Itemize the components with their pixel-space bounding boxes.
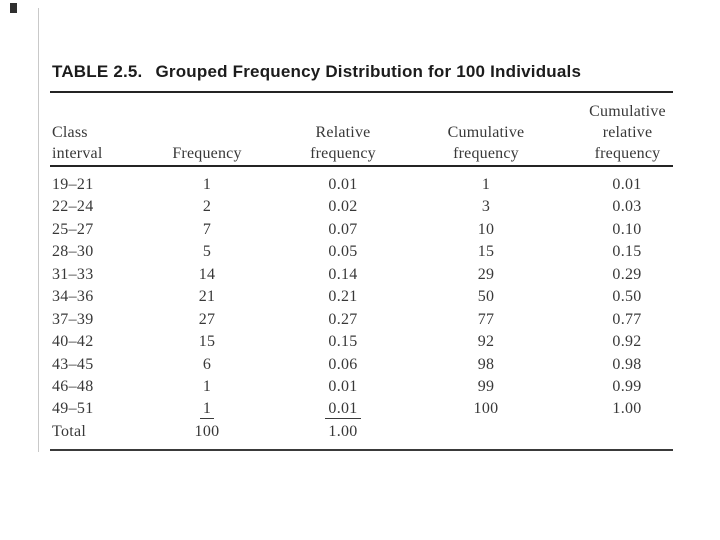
table-row: 46–48 1 0.01 99 0.99 bbox=[50, 376, 695, 398]
relative-frequency-cell: 0.01 bbox=[275, 398, 411, 420]
frequency-cell: 15 bbox=[198, 333, 216, 351]
header-line: Relative bbox=[315, 124, 371, 141]
header-line: frequency bbox=[594, 145, 661, 162]
summed-value: 1 bbox=[199, 399, 215, 420]
class-interval-cell: 28–30 bbox=[52, 243, 94, 261]
class-interval-cell: 19–21 bbox=[52, 176, 94, 193]
cumulative-frequency-cell: 100 bbox=[473, 400, 499, 418]
header-line: Cumulative bbox=[447, 124, 525, 141]
header-line: frequency bbox=[453, 145, 519, 162]
bottom-divider bbox=[50, 449, 673, 451]
header-line: relative bbox=[602, 124, 653, 141]
table-row: 31–33 14 0.14 29 0.29 bbox=[50, 264, 695, 286]
table-title-text: Grouped Frequency Distribution for 100 I… bbox=[155, 62, 582, 81]
class-interval-cell: 25–27 bbox=[52, 220, 94, 238]
relative-frequency-cell: 0.07 bbox=[328, 220, 358, 238]
table-row: 25–27 7 0.07 10 0.10 bbox=[50, 219, 695, 241]
cumulative-relative-frequency-cell: 0.92 bbox=[612, 333, 642, 351]
cumulative-relative-frequency-cell: 0.29 bbox=[612, 265, 642, 283]
table-body: 19–21 1 0.01 1 0.01 22–24 2 0.02 3 0.03 … bbox=[50, 174, 695, 443]
cumulative-relative-frequency-cell: 0.77 bbox=[612, 310, 642, 328]
cumulative-relative-frequency-cell: 0.01 bbox=[612, 176, 642, 193]
class-interval-cell: 40–42 bbox=[52, 333, 94, 351]
cumulative-relative-frequency-cell: 0.10 bbox=[612, 220, 642, 238]
header-divider bbox=[50, 165, 673, 167]
header-line: Class bbox=[52, 124, 88, 141]
frequency-cell: 27 bbox=[198, 310, 216, 328]
cumulative-frequency-cell: 92 bbox=[477, 333, 495, 351]
cumulative-relative-frequency-cell bbox=[561, 421, 693, 443]
class-interval-cell: 34–36 bbox=[52, 288, 94, 306]
relative-frequency-cell: 0.01 bbox=[328, 377, 358, 395]
cumulative-frequency-cell: 50 bbox=[477, 288, 495, 306]
class-interval-cell: 49–51 bbox=[52, 400, 94, 418]
table-row: 28–30 5 0.05 15 0.15 bbox=[50, 241, 695, 263]
cumulative-frequency-cell: 15 bbox=[477, 243, 495, 261]
page-edge-line bbox=[38, 8, 39, 452]
cumulative-relative-frequency-cell: 1.00 bbox=[612, 400, 642, 418]
frequency-cell: 5 bbox=[202, 243, 212, 261]
frequency-cell: 6 bbox=[202, 355, 212, 373]
relative-frequency-cell: 0.21 bbox=[328, 288, 358, 306]
column-header-class-interval: Class interval bbox=[52, 122, 152, 164]
cumulative-relative-frequency-cell: 0.99 bbox=[612, 377, 642, 395]
cumulative-relative-frequency-cell: 0.50 bbox=[612, 288, 642, 306]
header-line: Cumulative bbox=[589, 103, 666, 120]
cumulative-frequency-cell bbox=[411, 421, 561, 443]
title-divider bbox=[50, 91, 673, 93]
summed-value: 0.01 bbox=[325, 399, 361, 420]
class-interval-cell: Total bbox=[52, 422, 87, 440]
cumulative-frequency-cell: 77 bbox=[477, 310, 495, 328]
frequency-cell: 1 bbox=[202, 377, 212, 395]
header-line: Frequency bbox=[172, 145, 242, 162]
column-header-cumulative-relative-frequency: Cumulative relative frequency bbox=[565, 101, 690, 164]
frequency-cell: 7 bbox=[202, 220, 212, 238]
cumulative-relative-frequency-cell: 0.98 bbox=[612, 355, 642, 373]
frequency-cell: 1 bbox=[202, 176, 212, 193]
relative-frequency-cell: 0.14 bbox=[328, 265, 358, 283]
relative-frequency-cell: 0.27 bbox=[328, 310, 358, 328]
cumulative-relative-frequency-cell: 0.15 bbox=[612, 243, 642, 261]
cumulative-frequency-cell: 1 bbox=[481, 176, 491, 193]
class-interval-cell: 22–24 bbox=[52, 198, 94, 216]
relative-frequency-cell: 0.15 bbox=[328, 333, 358, 351]
table-row: 22–24 2 0.02 3 0.03 bbox=[50, 196, 695, 218]
relative-frequency-cell: 1.00 bbox=[328, 422, 358, 440]
table-row: 43–45 6 0.06 98 0.98 bbox=[50, 354, 695, 376]
table-row: 34–36 21 0.21 50 0.50 bbox=[50, 286, 695, 308]
cumulative-frequency-cell: 10 bbox=[477, 220, 495, 238]
cumulative-frequency-cell: 29 bbox=[477, 265, 495, 283]
column-header-relative-frequency: Relative frequency bbox=[291, 122, 395, 164]
cumulative-frequency-cell: 3 bbox=[481, 198, 491, 216]
table-row: 37–39 27 0.27 77 0.77 bbox=[50, 309, 695, 331]
column-header-frequency: Frequency bbox=[155, 143, 259, 164]
cumulative-frequency-cell: 98 bbox=[477, 355, 495, 373]
relative-frequency-cell: 0.01 bbox=[328, 176, 358, 193]
table-number-label: TABLE 2.5. bbox=[52, 62, 143, 81]
header-line: interval bbox=[52, 145, 103, 162]
column-header-cumulative-frequency: Cumulative frequency bbox=[434, 122, 538, 164]
table-row-total: Total 100 1.00 bbox=[50, 421, 695, 443]
frequency-cell: 21 bbox=[198, 288, 216, 306]
frequency-cell: 1 bbox=[139, 398, 275, 420]
table-row: 19–21 1 0.01 1 0.01 bbox=[50, 174, 695, 196]
relative-frequency-cell: 0.06 bbox=[328, 355, 358, 373]
frequency-cell: 100 bbox=[194, 422, 220, 440]
scan-speck bbox=[10, 3, 17, 13]
frequency-cell: 2 bbox=[202, 198, 212, 216]
relative-frequency-cell: 0.05 bbox=[328, 243, 358, 261]
header-line: frequency bbox=[310, 145, 376, 162]
table-row: 40–42 15 0.15 92 0.92 bbox=[50, 331, 695, 353]
class-interval-cell: 46–48 bbox=[52, 377, 94, 395]
frequency-cell: 14 bbox=[198, 265, 216, 283]
table-row-sum: 49–51 1 0.01 100 1.00 bbox=[50, 398, 695, 420]
cumulative-frequency-cell: 99 bbox=[477, 377, 495, 395]
class-interval-cell: 31–33 bbox=[52, 265, 94, 283]
cumulative-relative-frequency-cell: 0.03 bbox=[612, 198, 642, 216]
relative-frequency-cell: 0.02 bbox=[328, 198, 358, 216]
table-title: TABLE 2.5. Grouped Frequency Distribution… bbox=[52, 62, 692, 86]
class-interval-cell: 37–39 bbox=[52, 310, 94, 328]
class-interval-cell: 43–45 bbox=[52, 355, 94, 373]
